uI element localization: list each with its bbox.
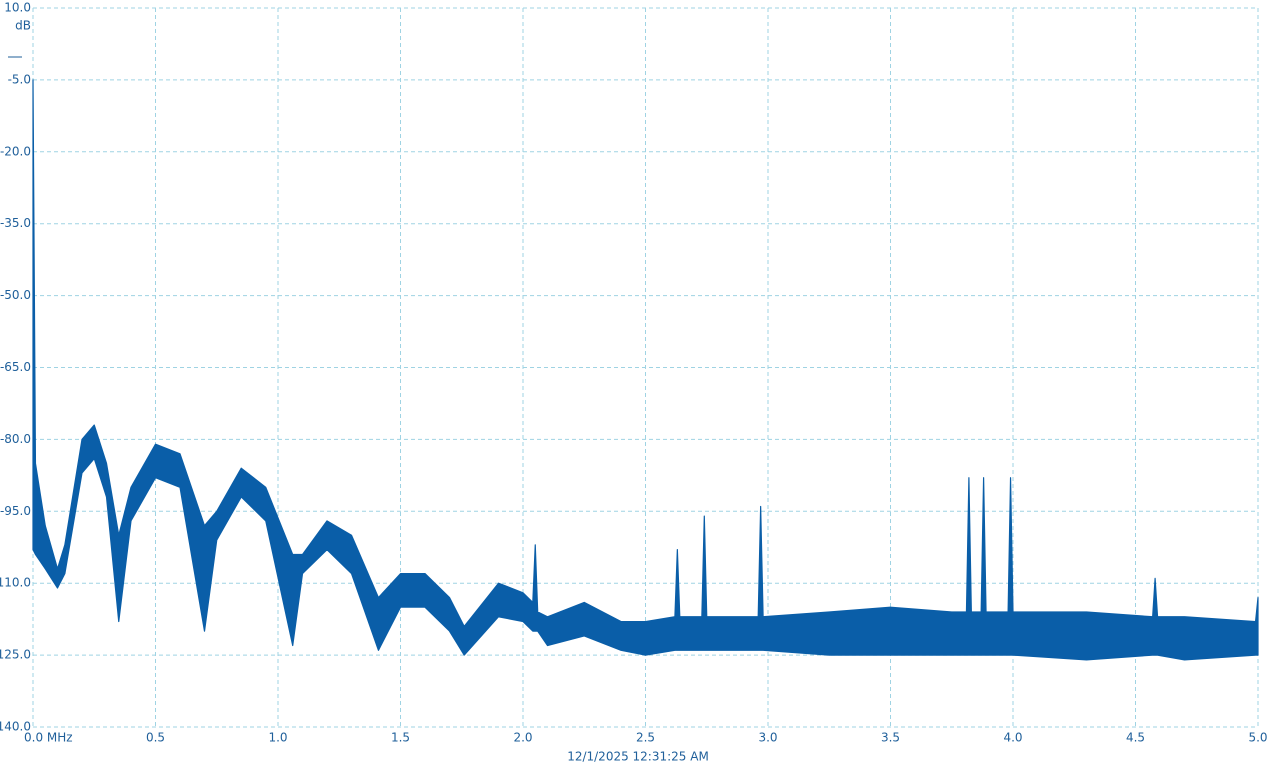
x-tick-label: 0.5 xyxy=(146,731,165,745)
x-tick-label: 1.5 xyxy=(391,731,410,745)
x-tick-label: 1.0 xyxy=(268,731,287,745)
spectrum-band xyxy=(32,79,1259,661)
y-tick-label: -20.0 xyxy=(0,144,31,158)
x-tick-label: 4.0 xyxy=(1003,731,1022,745)
x-tick-label: 2.5 xyxy=(636,731,655,745)
y-tick-label: -110.0 xyxy=(0,576,31,590)
y-tick-label: -65.0 xyxy=(0,360,31,374)
x-tick-label: 3.5 xyxy=(881,731,900,745)
y-tick-label: -50.0 xyxy=(0,288,31,302)
y-tick-label: -140.0 xyxy=(0,720,31,734)
x-tick-label: 0.0 MHz xyxy=(24,731,73,745)
y-unit: dB xyxy=(15,19,31,33)
x-tick-label: 3.0 xyxy=(758,731,777,745)
y-tick-label: -80.0 xyxy=(0,432,31,446)
y-tick-label: -5.0 xyxy=(8,72,31,86)
y-tick-label: 10.0 xyxy=(4,1,31,15)
y-tick-label: -95.0 xyxy=(0,504,31,518)
y-tick-label: -125.0 xyxy=(0,648,31,662)
y-tick-label: -35.0 xyxy=(0,216,31,230)
x-tick-label: 5.0 xyxy=(1248,731,1267,745)
x-tick-label: 2.0 xyxy=(513,731,532,745)
x-tick-label: 4.5 xyxy=(1126,731,1145,745)
timestamp: 12/1/2025 12:31:25 AM xyxy=(567,750,709,764)
